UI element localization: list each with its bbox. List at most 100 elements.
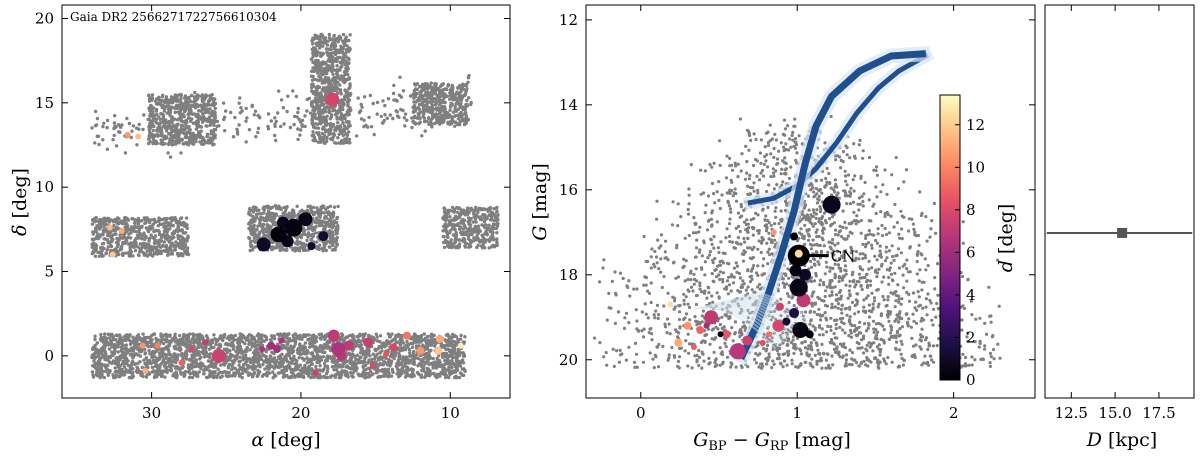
sky-background-star — [178, 345, 182, 349]
sky-background-star — [183, 231, 188, 235]
sky-background-star — [125, 361, 129, 366]
sky-background-star — [129, 231, 133, 235]
sky-background-star — [331, 210, 336, 214]
sky-background-star — [384, 374, 388, 378]
sky-background-star — [394, 364, 398, 368]
sky-background-star — [366, 361, 370, 365]
sky-background-star — [448, 371, 452, 375]
sky-background-star — [318, 364, 322, 368]
sky-background-star — [311, 205, 316, 210]
sky-background-star — [116, 365, 121, 369]
sky-background-star — [120, 252, 125, 257]
sky-background-star — [101, 228, 106, 232]
sky-background-star — [442, 228, 447, 232]
sky-background-star — [492, 223, 496, 227]
sky-background-star — [409, 374, 413, 379]
sky-background-star — [445, 240, 449, 244]
sky-background-star — [166, 223, 170, 228]
sky-background-star — [123, 225, 127, 229]
sky-background-star — [274, 213, 279, 217]
sky-background-star — [139, 372, 143, 377]
sky-background-star — [151, 254, 155, 258]
sky-background-star — [329, 222, 333, 227]
sky-background-star — [172, 357, 176, 361]
sky-background-star — [303, 350, 307, 355]
sky-background-star — [442, 235, 446, 239]
sky-background-star — [422, 332, 426, 336]
sky-background-star — [373, 347, 377, 351]
sky-background-star — [306, 204, 310, 209]
sky-background-star — [404, 343, 409, 347]
sky-background-star — [364, 371, 368, 376]
sky-background-star — [264, 335, 268, 339]
sky-background-star — [206, 110, 211, 114]
sky-background-star — [114, 240, 119, 245]
sky-background-star — [102, 375, 107, 380]
sky-background-star — [467, 237, 471, 241]
sky-background-star — [480, 217, 484, 222]
sky-background-star — [301, 333, 306, 337]
sky-background-star — [412, 354, 416, 358]
sky-background-star — [295, 246, 299, 250]
sky-background-star — [133, 248, 138, 253]
sky-background-star — [441, 355, 445, 359]
sky-background-star — [217, 343, 221, 347]
sky-background-star — [446, 332, 450, 337]
sky-background-star — [367, 352, 371, 356]
sky-background-star — [248, 360, 253, 365]
sky-background-star — [155, 97, 159, 101]
sky-background-star — [439, 343, 443, 347]
sky-background-star — [363, 332, 367, 336]
sky-background-star — [348, 371, 353, 375]
sky-background-star — [422, 356, 426, 361]
sky-background-star — [144, 235, 148, 239]
sky-background-star — [237, 336, 241, 340]
sky-background-star — [96, 353, 101, 358]
sky-background-star — [222, 334, 226, 338]
sky-background-star — [181, 342, 185, 347]
sky-background-star — [233, 374, 237, 378]
sky-background-star — [155, 245, 159, 249]
sky-background-star — [155, 121, 159, 125]
sky-background-star — [397, 374, 401, 379]
sky-background-star — [405, 373, 409, 377]
sky-background-star — [451, 356, 455, 360]
sky-background-star — [317, 247, 321, 252]
sky-background-star — [253, 352, 257, 356]
sky-background-star — [170, 139, 174, 143]
sky-background-star — [426, 373, 430, 378]
sky-background-star — [292, 214, 297, 218]
sky-background-star — [354, 357, 358, 362]
sky-background-star — [147, 248, 151, 252]
sky-background-star — [162, 249, 166, 253]
sky-background-star — [113, 366, 118, 370]
sky-background-star — [277, 365, 281, 370]
sky-background-star — [190, 117, 194, 121]
sky-background-star — [364, 367, 368, 372]
sky-background-star — [172, 235, 176, 240]
sky-background-star — [321, 355, 325, 359]
sky-background-star — [222, 347, 227, 351]
sky-background-star — [162, 240, 167, 244]
sky-background-star — [150, 365, 155, 370]
sky-background-star — [236, 369, 240, 373]
sky-background-star — [149, 233, 153, 237]
sky-background-star — [371, 352, 375, 356]
sky-background-star — [193, 359, 197, 363]
sky-background-star — [133, 221, 137, 225]
sky-background-star — [257, 230, 261, 235]
sky-background-star — [357, 344, 362, 348]
sky-background-star — [474, 220, 478, 224]
sky-background-star — [160, 233, 164, 237]
sky-background-star — [452, 216, 456, 221]
sky-background-star — [147, 348, 151, 353]
sky-background-star — [164, 97, 168, 101]
sky-background-star — [258, 365, 262, 369]
sky-background-star — [302, 246, 306, 251]
sky-background-star — [195, 333, 199, 337]
sky-background-star — [328, 245, 332, 249]
sky-background-star — [255, 215, 259, 220]
sky-background-star — [464, 241, 469, 246]
sky-background-star — [230, 364, 234, 369]
